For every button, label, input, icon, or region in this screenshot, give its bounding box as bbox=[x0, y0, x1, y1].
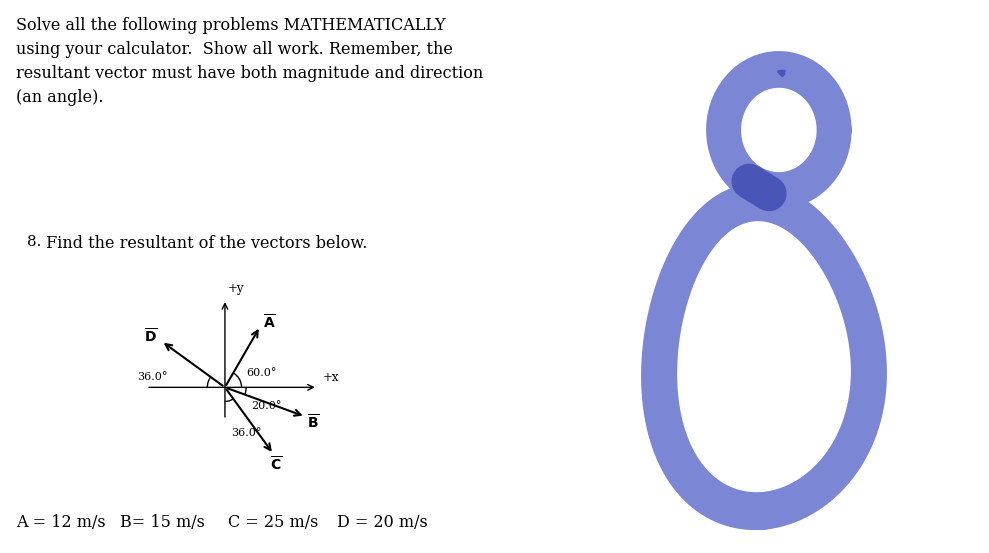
Polygon shape bbox=[742, 88, 816, 171]
Text: $\overline{\mathbf{B}}$: $\overline{\mathbf{B}}$ bbox=[308, 414, 319, 432]
Text: $\overline{\mathbf{D}}$: $\overline{\mathbf{D}}$ bbox=[143, 327, 157, 345]
Polygon shape bbox=[677, 222, 851, 492]
Text: B= 15 m/s: B= 15 m/s bbox=[120, 514, 205, 531]
Text: 8.: 8. bbox=[28, 235, 42, 249]
Text: 36.0°: 36.0° bbox=[231, 427, 261, 437]
Text: +y: +y bbox=[228, 282, 244, 295]
Text: Solve all the following problems MATHEMATICALLY
using your calculator.  Show all: Solve all the following problems MATHEMA… bbox=[16, 17, 484, 106]
Text: D = 20 m/s: D = 20 m/s bbox=[337, 514, 428, 531]
Text: 36.0°: 36.0° bbox=[137, 372, 167, 382]
Text: 20.0°: 20.0° bbox=[251, 401, 282, 411]
Text: 60.0°: 60.0° bbox=[246, 368, 277, 378]
Text: A = 12 m/s: A = 12 m/s bbox=[16, 514, 106, 531]
Text: C = 25 m/s: C = 25 m/s bbox=[228, 514, 318, 531]
Text: $\overline{\mathbf{C}}$: $\overline{\mathbf{C}}$ bbox=[270, 455, 283, 473]
Text: +x: +x bbox=[322, 371, 339, 384]
Text: $\overline{\mathbf{A}}$: $\overline{\mathbf{A}}$ bbox=[263, 313, 276, 331]
Text: Find the resultant of the vectors below.: Find the resultant of the vectors below. bbox=[41, 235, 367, 252]
